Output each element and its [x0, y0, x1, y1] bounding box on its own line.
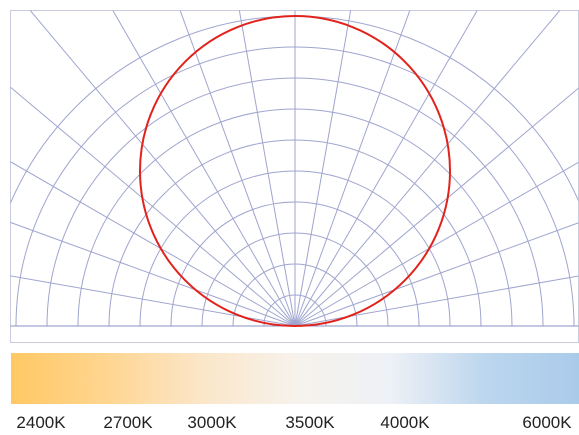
grid-spoke	[10, 161, 296, 327]
intensity-distribution-curve	[139, 15, 451, 327]
grid-spoke	[294, 275, 579, 327]
grid-spoke	[294, 222, 579, 327]
grid-spoke	[294, 10, 561, 327]
cct-label-3500k: 3500K	[285, 413, 335, 432]
grid-spoke	[179, 10, 296, 327]
grid-spoke	[294, 87, 579, 327]
cct-label-4000k: 4000K	[380, 413, 430, 432]
grid-spoke	[10, 221, 296, 327]
grid-spoke	[238, 10, 296, 327]
cct-label-6000k: 6000K	[522, 413, 572, 432]
color-temperature-gradient-bar	[11, 353, 579, 404]
grid-spoke	[294, 10, 411, 327]
grid-spoke	[10, 275, 296, 327]
cct-label-3000k: 3000K	[187, 413, 237, 432]
grid-spoke	[10, 86, 296, 327]
grid-spoke	[294, 10, 478, 327]
grid-spoke	[294, 161, 579, 327]
polar-series	[139, 15, 451, 327]
grid-spoke	[112, 10, 296, 327]
polar-distribution-chart	[10, 10, 579, 343]
cct-label-2700k: 2700K	[103, 413, 153, 432]
grid-spoke	[29, 10, 296, 327]
grid-spoke	[294, 10, 352, 327]
cct-label-2400k: 2400K	[16, 413, 66, 432]
